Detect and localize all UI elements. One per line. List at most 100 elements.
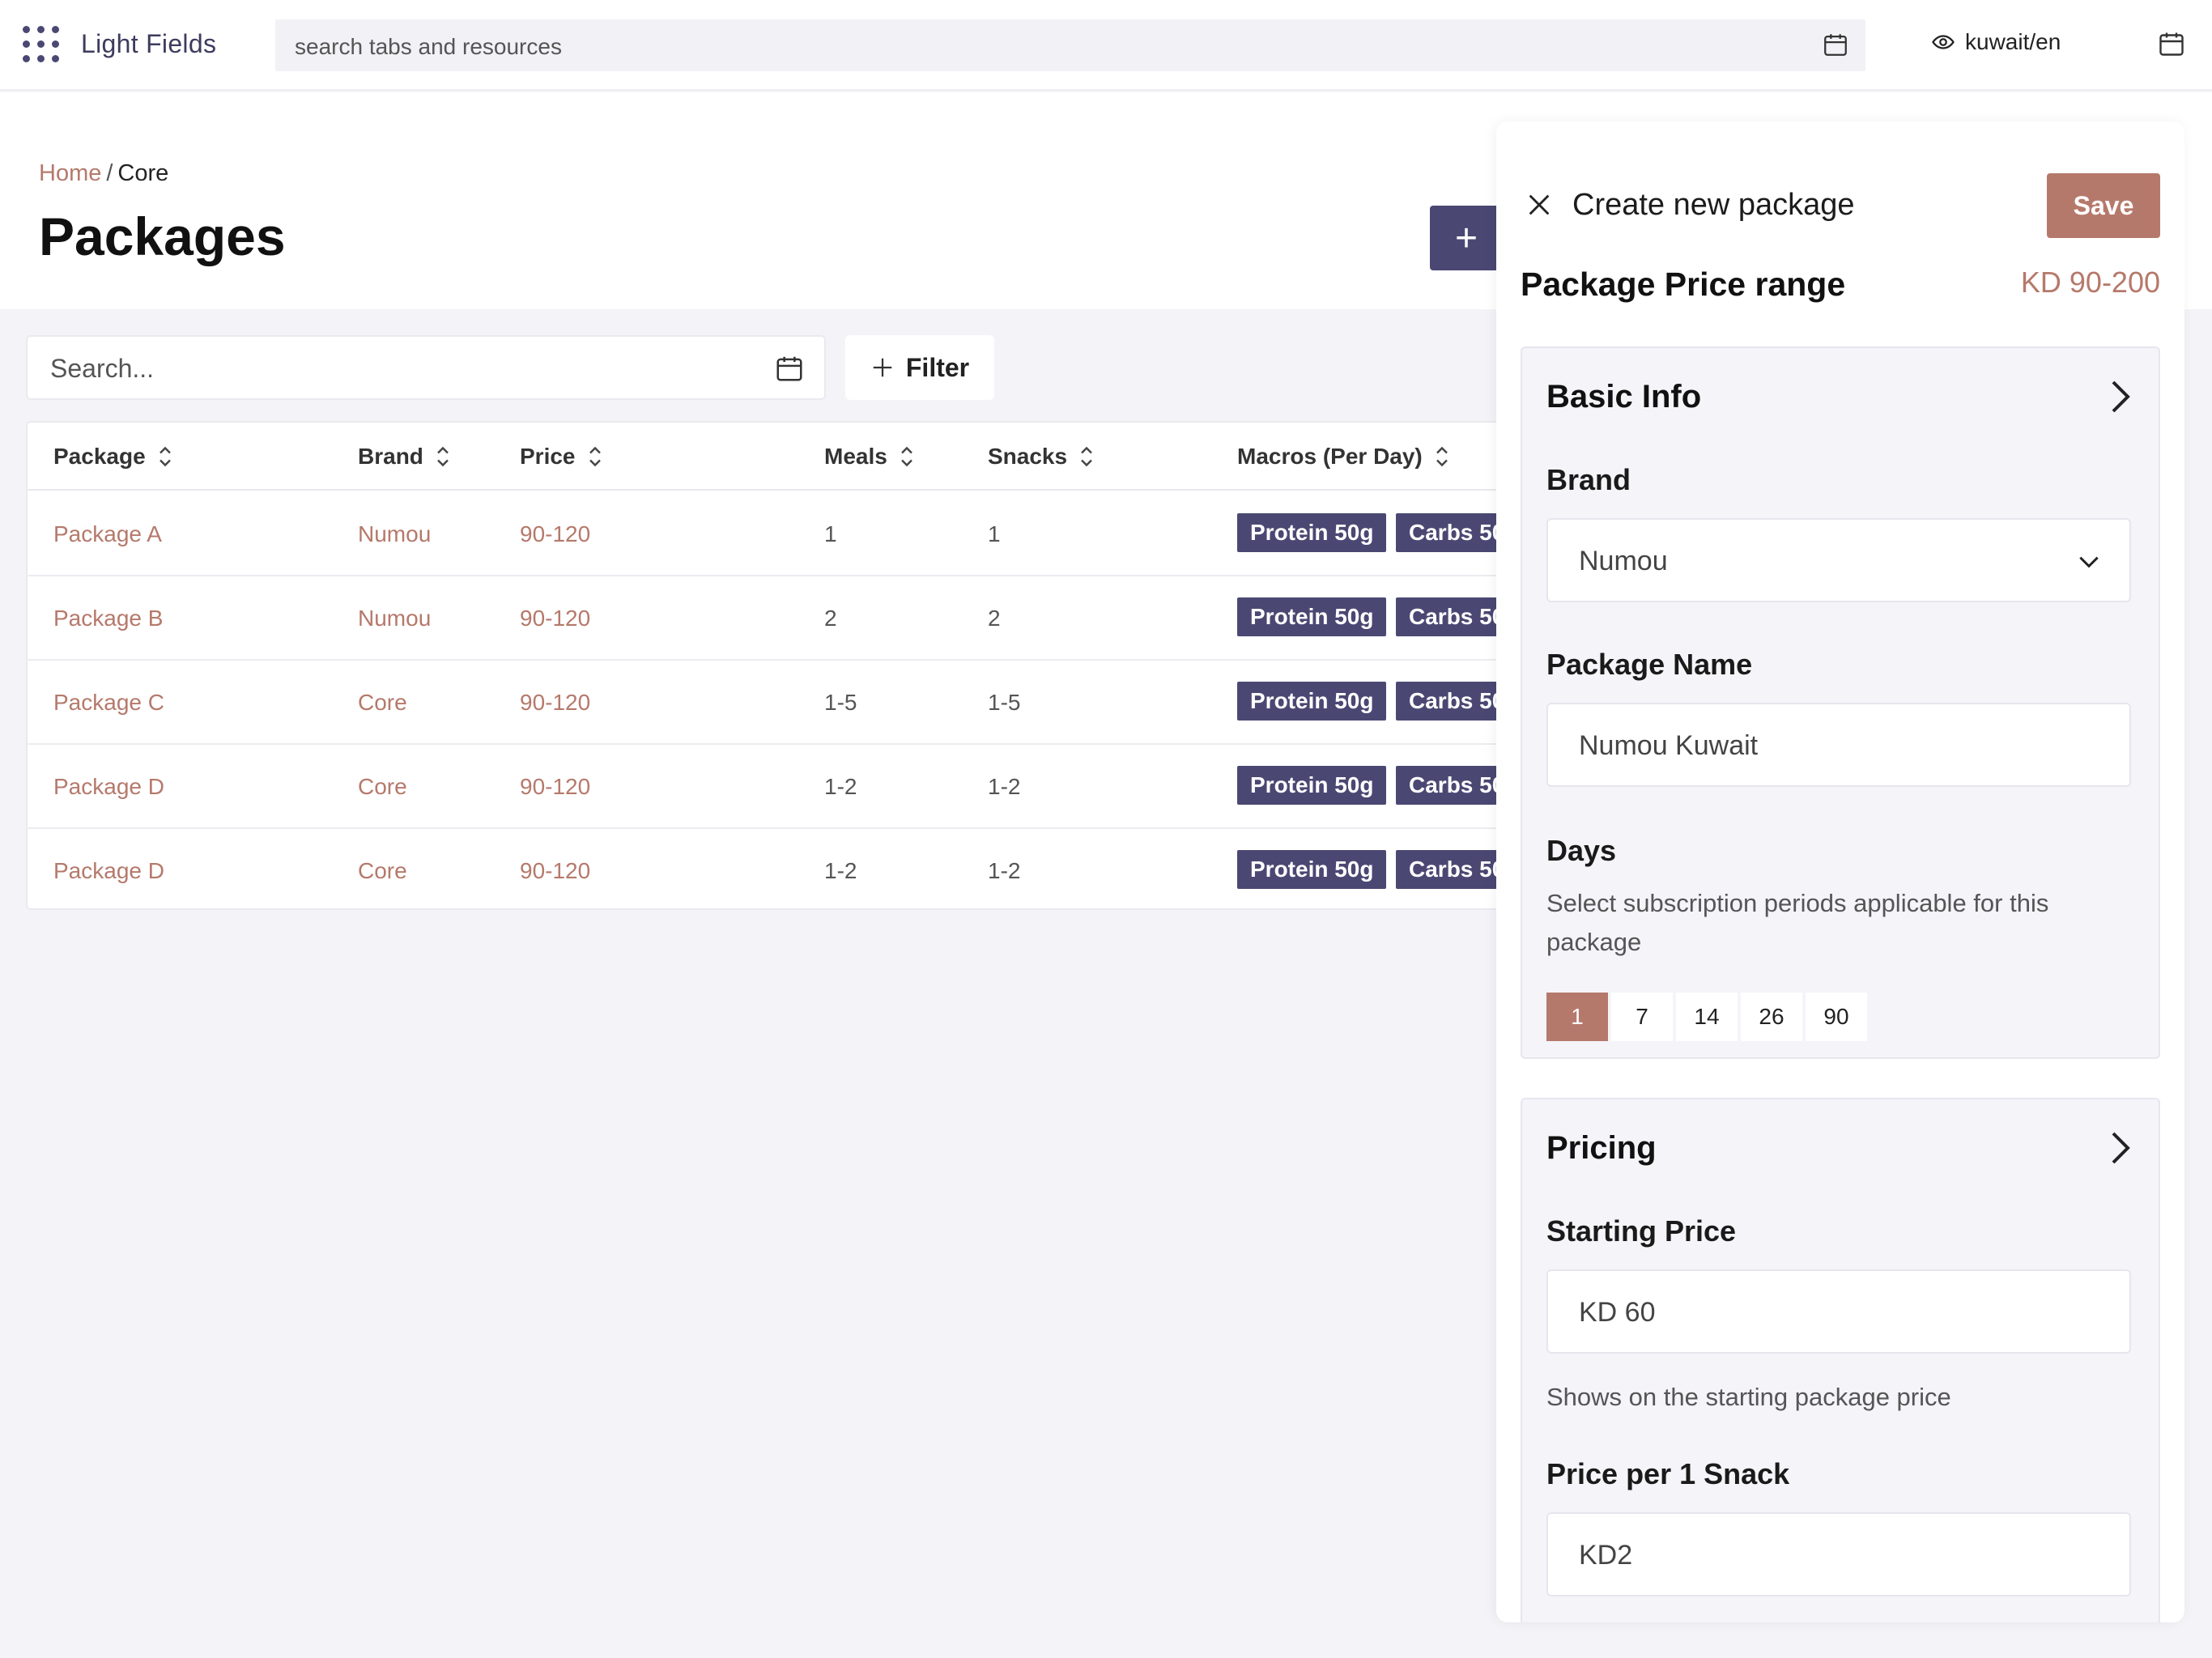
snacks-cell: 1-5 xyxy=(988,690,1021,715)
global-search-placeholder: search tabs and resources xyxy=(295,34,562,59)
package-name-link[interactable]: Package D xyxy=(53,858,164,883)
day-option-90[interactable]: 90 xyxy=(1806,993,1867,1041)
snack-price-label: Price per 1 Snack xyxy=(1546,1457,1790,1490)
pricing-section: Pricing Starting Price KD 60 Shows on th… xyxy=(1521,1098,2160,1622)
column-header-label: Meals xyxy=(824,444,887,469)
section-title: Pricing xyxy=(1546,1130,1657,1166)
basic-info-section: Basic Info Brand Numou Package Name Numo… xyxy=(1521,346,2160,1059)
column-header-price[interactable]: Price xyxy=(520,444,603,470)
column-header-meals[interactable]: Meals xyxy=(824,444,915,470)
package-name-link[interactable]: Package C xyxy=(53,690,164,715)
snack-price-field[interactable]: KD2 xyxy=(1546,1512,2131,1596)
locale-switcher[interactable]: kuwait/en xyxy=(1931,29,2061,55)
meals-cell: 1-5 xyxy=(824,690,857,715)
price-cell: 90-120 xyxy=(520,521,591,546)
meals-cell: 1 xyxy=(824,521,837,546)
brand-link[interactable]: Core xyxy=(358,690,407,715)
create-package-drawer: Create new package Save Package Price ra… xyxy=(1496,121,2184,1622)
column-header-snacks[interactable]: Snacks xyxy=(988,444,1095,470)
table-row[interactable]: Package C Core 90-120 1-5 1-5 Protein 50… xyxy=(28,661,1530,745)
meals-cell: 2 xyxy=(824,606,837,631)
table-row[interactable]: Package B Numou 90-120 2 2 Protein 50g C… xyxy=(28,576,1530,661)
apps-grid-icon[interactable] xyxy=(23,26,60,63)
packages-table: Package Brand Price Meals Snacks Macros … xyxy=(26,421,1532,910)
package-name-label: Package Name xyxy=(1546,648,1753,681)
snacks-cell: 1-2 xyxy=(988,774,1021,799)
macro-chip: Protein 50g xyxy=(1237,513,1387,552)
days-selector: 1 7 14 26 90 xyxy=(1546,993,1867,1041)
drawer-title: Create new package xyxy=(1572,188,1855,222)
sort-icon xyxy=(1436,446,1448,467)
column-header-macros[interactable]: Macros (Per Day) xyxy=(1237,444,1450,470)
table-row[interactable]: Package A Numou 90-120 1 1 Protein 50g C… xyxy=(28,492,1530,576)
plus-icon xyxy=(873,358,892,377)
starting-price-value: KD 60 xyxy=(1579,1297,1656,1328)
snacks-cell: 1-2 xyxy=(988,858,1021,883)
price-range-value: KD 90-200 xyxy=(2020,266,2160,299)
price-cell: 90-120 xyxy=(520,858,591,883)
calendar-icon[interactable] xyxy=(774,353,805,384)
brand-link[interactable]: Numou xyxy=(358,521,432,546)
meals-cell: 1-2 xyxy=(824,774,857,799)
day-option-7[interactable]: 7 xyxy=(1611,993,1673,1041)
price-cell: 90-120 xyxy=(520,606,591,631)
sort-icon xyxy=(437,446,449,467)
brand-label: Brand xyxy=(1546,463,1631,496)
snacks-cell: 2 xyxy=(988,606,1001,631)
package-name-link[interactable]: Package A xyxy=(53,521,162,546)
brand-link[interactable]: Core xyxy=(358,858,407,883)
table-header: Package Brand Price Meals Snacks Macros … xyxy=(28,423,1530,491)
package-name-link[interactable]: Package B xyxy=(53,606,164,631)
starting-price-field[interactable]: KD 60 xyxy=(1546,1269,2131,1354)
section-title: Basic Info xyxy=(1546,379,1702,414)
save-button[interactable]: Save xyxy=(2047,173,2160,238)
column-header-label: Snacks xyxy=(988,444,1068,469)
column-header-label: Macros (Per Day) xyxy=(1237,444,1423,469)
calendar-icon[interactable] xyxy=(1822,31,1849,58)
macro-chip: Protein 50g xyxy=(1237,682,1387,721)
brand-select[interactable]: Numou xyxy=(1546,518,2131,602)
sort-icon xyxy=(1081,446,1092,467)
brand-link[interactable]: Core xyxy=(358,774,407,799)
macro-chip: Protein 50g xyxy=(1237,850,1387,889)
macro-chip: Protein 50g xyxy=(1237,766,1387,805)
breadcrumb-separator: / xyxy=(106,160,113,186)
brand-link[interactable]: Numou xyxy=(358,606,432,631)
table-row[interactable]: Package D Core 90-120 1-2 1-2 Protein 50… xyxy=(28,745,1530,829)
sort-icon xyxy=(900,446,912,467)
column-header-package[interactable]: Package xyxy=(53,444,173,470)
table-search-field[interactable] xyxy=(26,335,826,400)
column-header-label: Brand xyxy=(358,444,423,469)
breadcrumb-current: Core xyxy=(117,160,169,186)
snack-price-value: KD2 xyxy=(1579,1540,1633,1571)
package-name-field[interactable]: Numou Kuwait xyxy=(1546,703,2131,787)
page-title: Packages xyxy=(39,206,286,266)
package-name-value: Numou Kuwait xyxy=(1579,730,1759,761)
sort-icon xyxy=(589,446,601,467)
filter-button[interactable]: Filter xyxy=(845,335,994,400)
global-search-input[interactable]: search tabs and resources xyxy=(275,19,1865,71)
day-option-1[interactable]: 1 xyxy=(1546,993,1608,1041)
chevron-right-icon[interactable] xyxy=(2104,1129,2136,1167)
days-help-text: Select subscription periods applicable f… xyxy=(1546,889,2049,956)
column-header-label: Price xyxy=(520,444,576,469)
price-cell: 90-120 xyxy=(520,774,591,799)
meals-cell: 1-2 xyxy=(824,858,857,883)
breadcrumb-home-link[interactable]: Home xyxy=(39,160,102,186)
day-option-14[interactable]: 14 xyxy=(1676,993,1738,1041)
filter-label: Filter xyxy=(905,352,970,382)
days-label: Days xyxy=(1546,834,1617,867)
column-header-label: Package xyxy=(53,444,146,469)
table-row[interactable]: Package D Core 90-120 1-2 1-2 Protein 50… xyxy=(28,829,1530,908)
day-option-26[interactable]: 26 xyxy=(1741,993,1802,1041)
price-cell: 90-120 xyxy=(520,690,591,715)
table-search-input[interactable] xyxy=(50,350,763,387)
chevron-right-icon[interactable] xyxy=(2104,377,2136,416)
brand-select-value: Numou xyxy=(1579,546,1668,576)
close-icon[interactable] xyxy=(1525,191,1553,219)
add-package-button[interactable]: + xyxy=(1430,206,1503,270)
column-header-brand[interactable]: Brand xyxy=(358,444,451,470)
calendar-icon[interactable] xyxy=(2157,29,2186,58)
top-bar: Light Fields search tabs and resources k… xyxy=(0,0,2212,91)
package-name-link[interactable]: Package D xyxy=(53,774,164,799)
